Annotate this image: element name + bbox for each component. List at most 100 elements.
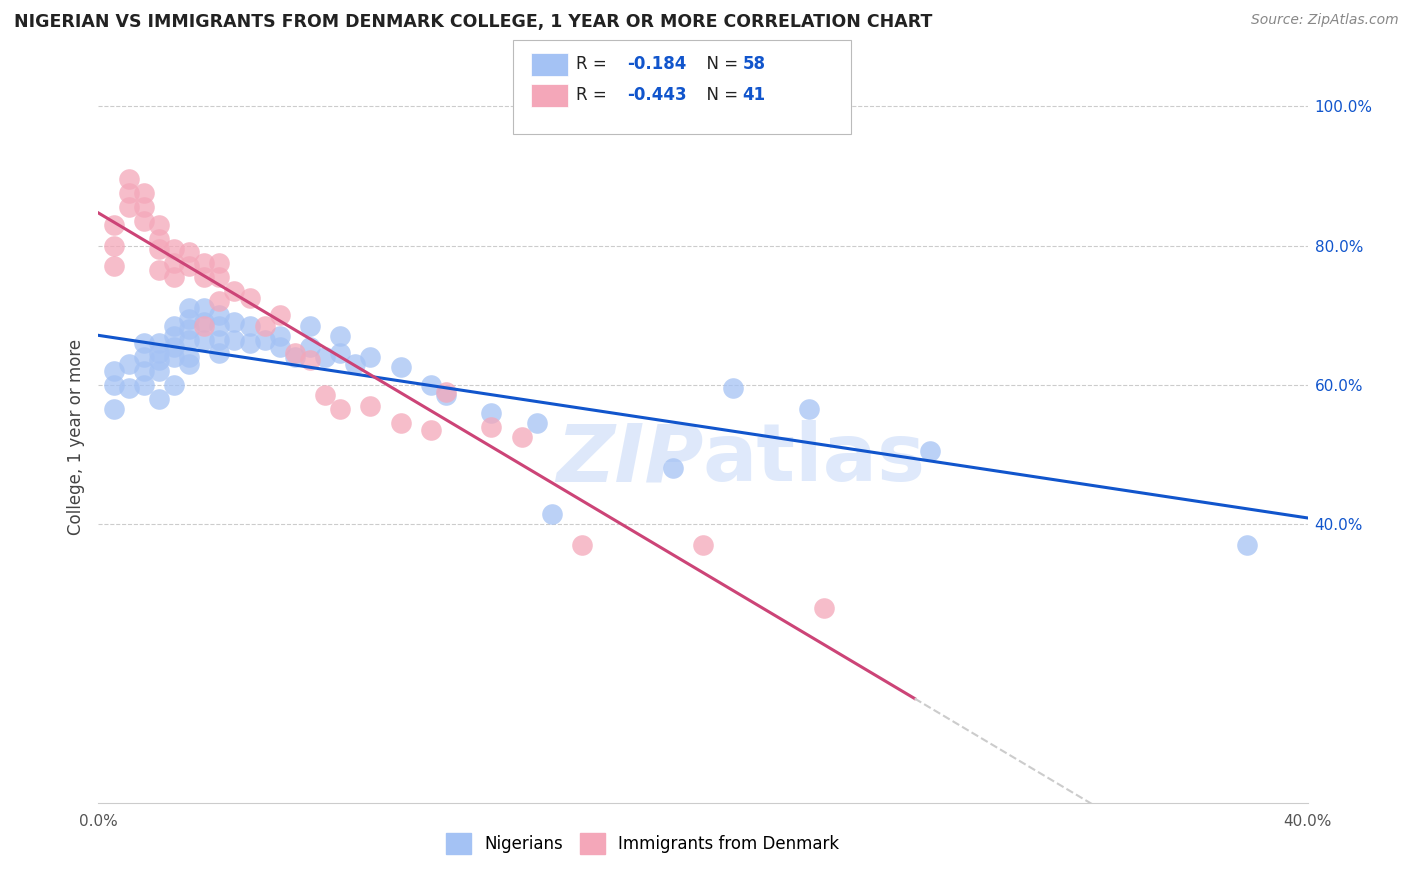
Point — [103, 238, 125, 252]
Point — [148, 218, 170, 232]
Point — [132, 214, 155, 228]
Point — [526, 416, 548, 430]
Point — [239, 291, 262, 305]
Text: N =: N = — [696, 87, 744, 104]
Point — [434, 388, 457, 402]
Text: NIGERIAN VS IMMIGRANTS FROM DENMARK COLLEGE, 1 YEAR OR MORE CORRELATION CHART: NIGERIAN VS IMMIGRANTS FROM DENMARK COLL… — [14, 13, 932, 31]
Point — [269, 329, 291, 343]
Text: Source: ZipAtlas.com: Source: ZipAtlas.com — [1251, 13, 1399, 28]
Text: 58: 58 — [742, 55, 765, 73]
Point — [208, 346, 231, 360]
Point — [103, 377, 125, 392]
Point — [118, 357, 141, 371]
Point — [434, 384, 457, 399]
Point — [103, 260, 125, 274]
Point — [179, 333, 201, 347]
Point — [118, 186, 141, 201]
Point — [314, 350, 336, 364]
Point — [284, 350, 307, 364]
Point — [661, 461, 683, 475]
Point — [163, 269, 186, 284]
Point — [284, 346, 307, 360]
Point — [208, 294, 231, 309]
Point — [148, 346, 170, 360]
Text: N =: N = — [696, 55, 744, 73]
Point — [193, 301, 215, 316]
Point — [193, 315, 215, 329]
Point — [148, 353, 170, 368]
Point — [179, 301, 201, 316]
Point — [132, 186, 155, 201]
Point — [314, 388, 336, 402]
Point — [208, 333, 231, 347]
Point — [481, 406, 503, 420]
Point — [208, 256, 231, 270]
Point — [163, 318, 186, 333]
Point — [179, 311, 201, 326]
Point — [540, 507, 562, 521]
Point — [571, 538, 593, 552]
Point — [179, 350, 201, 364]
Point — [148, 231, 170, 245]
Point — [253, 318, 276, 333]
Point — [360, 399, 382, 413]
Point — [163, 350, 186, 364]
Point — [132, 200, 155, 214]
Point — [420, 377, 443, 392]
Point — [193, 333, 215, 347]
Point — [193, 256, 215, 270]
Point — [329, 346, 352, 360]
Legend: Nigerians, Immigrants from Denmark: Nigerians, Immigrants from Denmark — [439, 827, 846, 860]
Point — [103, 402, 125, 417]
Text: R =: R = — [576, 87, 613, 104]
Point — [132, 377, 155, 392]
Text: 41: 41 — [742, 87, 765, 104]
Point — [253, 333, 276, 347]
Point — [389, 360, 412, 375]
Point — [239, 336, 262, 351]
Point — [299, 318, 322, 333]
Point — [148, 336, 170, 351]
Point — [329, 329, 352, 343]
Point — [163, 256, 186, 270]
Point — [208, 318, 231, 333]
Point — [344, 357, 367, 371]
Point — [148, 392, 170, 406]
Point — [179, 322, 201, 336]
Point — [269, 339, 291, 353]
Point — [481, 419, 503, 434]
Text: atlas: atlas — [703, 420, 927, 498]
Point — [208, 308, 231, 322]
Point — [118, 381, 141, 395]
Point — [148, 242, 170, 256]
Point — [224, 333, 246, 347]
Point — [132, 350, 155, 364]
Point — [329, 402, 352, 417]
Point — [163, 242, 186, 256]
Point — [179, 245, 201, 260]
Point — [208, 269, 231, 284]
Point — [269, 308, 291, 322]
Point — [118, 200, 141, 214]
Point — [148, 364, 170, 378]
Point — [193, 318, 215, 333]
Point — [692, 538, 714, 552]
Point — [224, 315, 246, 329]
Point — [179, 357, 201, 371]
Point — [723, 381, 745, 395]
Point — [797, 402, 820, 417]
Point — [510, 430, 533, 444]
Point — [103, 364, 125, 378]
Text: -0.443: -0.443 — [627, 87, 686, 104]
Point — [224, 284, 246, 298]
Point — [148, 263, 170, 277]
Point — [179, 260, 201, 274]
Point — [420, 423, 443, 437]
Point — [193, 269, 215, 284]
Point — [239, 318, 262, 333]
Text: -0.184: -0.184 — [627, 55, 686, 73]
Y-axis label: College, 1 year or more: College, 1 year or more — [66, 339, 84, 535]
Point — [163, 329, 186, 343]
Point — [163, 339, 186, 353]
Point — [389, 416, 412, 430]
